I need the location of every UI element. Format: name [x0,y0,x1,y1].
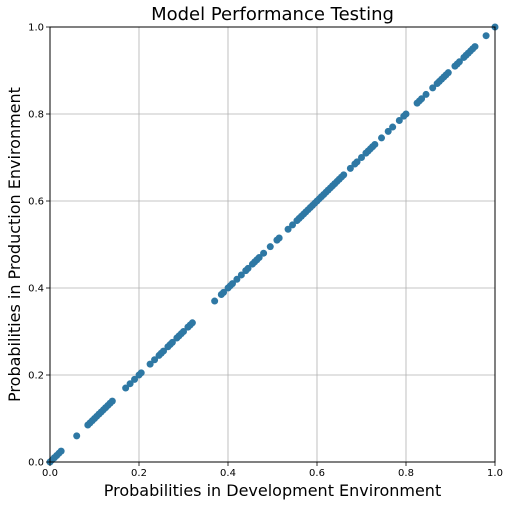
x-tick-label: 1.0 [487,468,503,479]
data-point [122,384,130,392]
y-tick-label: 0.4 [28,284,44,295]
y-tick-label: 0.6 [28,197,44,208]
x-tick-label: 0.6 [309,468,325,479]
axis-ticks: 0.0 0.2 0.4 0.6 0.8 1.0 0.0 0.2 0.4 0.6 0.8 1.0 [28,23,503,480]
data-point [57,447,65,455]
data-point [284,225,292,233]
data-point [418,95,426,103]
data-point [211,297,219,305]
data-point [131,375,139,383]
data-point [371,140,379,148]
data-point [146,360,154,368]
data-point [389,123,397,131]
data-point [384,127,392,135]
data-point [471,43,479,51]
data-point [255,254,263,262]
data-point [237,271,245,279]
data-point [353,158,361,166]
data-point [378,134,386,142]
data-point [244,264,252,272]
y-tick-label: 0.2 [28,371,44,382]
chart-title: Model Performance Testing [151,4,394,25]
data-point [108,397,116,405]
y-axis-title: Probabilities in Production Environment [5,87,24,402]
x-tick-label: 0.0 [42,468,58,479]
data-point [444,69,452,77]
x-tick-label: 0.8 [398,468,414,479]
data-point [275,234,283,242]
data-point [220,288,228,296]
data-points [46,23,499,466]
data-point [429,84,437,92]
data-point [358,154,365,161]
data-point [159,347,167,355]
data-point [266,243,274,251]
data-point [346,164,354,172]
y-tick-label: 0.8 [28,110,44,121]
data-point [402,110,410,118]
y-tick-label: 0.0 [28,458,44,469]
data-point [137,369,145,377]
plot-frame [49,26,496,463]
data-point [455,58,463,66]
y-tick-label: 1.0 [28,23,44,34]
x-axis-title: Probabilities in Development Environment [104,481,441,500]
data-point [260,249,268,257]
data-point [422,90,430,98]
data-point [151,356,159,364]
data-point [482,32,490,40]
data-point [395,117,403,125]
data-point [228,280,236,288]
data-point [188,319,196,327]
data-point [289,221,297,229]
data-point [168,338,176,346]
data-point [73,432,81,440]
data-point [340,171,348,179]
x-tick-label: 0.4 [220,468,236,479]
data-point [126,380,134,388]
data-point [233,275,241,283]
data-point [180,328,187,335]
x-tick-label: 0.2 [131,468,147,479]
